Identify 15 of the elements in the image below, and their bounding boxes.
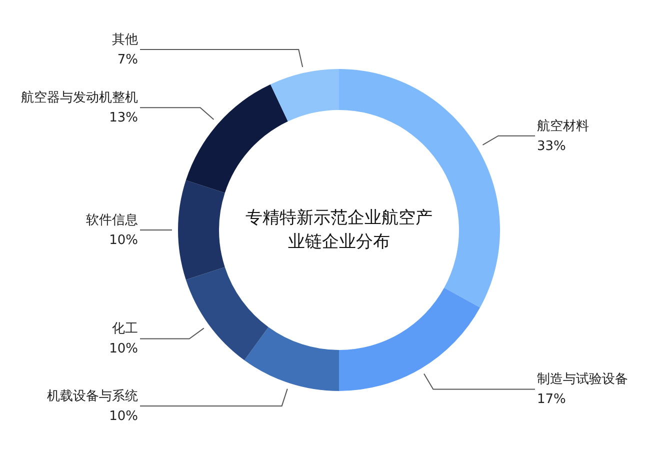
slice-label: 其他 <box>112 32 138 48</box>
data-label: 10% <box>109 233 138 248</box>
slice-label: 制造与试验设备 <box>537 372 628 388</box>
data-label: 7% <box>117 52 138 68</box>
data-label: 13% <box>109 110 138 126</box>
data-label: 10% <box>109 408 138 424</box>
slice-label: 机载设备与系统 <box>47 388 138 404</box>
data-label: 10% <box>109 342 138 357</box>
slice-label: 化工 <box>112 322 138 337</box>
data-label: 17% <box>537 392 566 408</box>
text: 专精特新示范企业航空产业链企业分布 <box>244 207 434 254</box>
slice-label: 软件信息 <box>86 213 138 228</box>
slice-label: 航空材料 <box>537 118 589 134</box>
slice-label: 航空器与发动机整机 <box>21 90 138 106</box>
data-label: 33% <box>537 138 566 154</box>
